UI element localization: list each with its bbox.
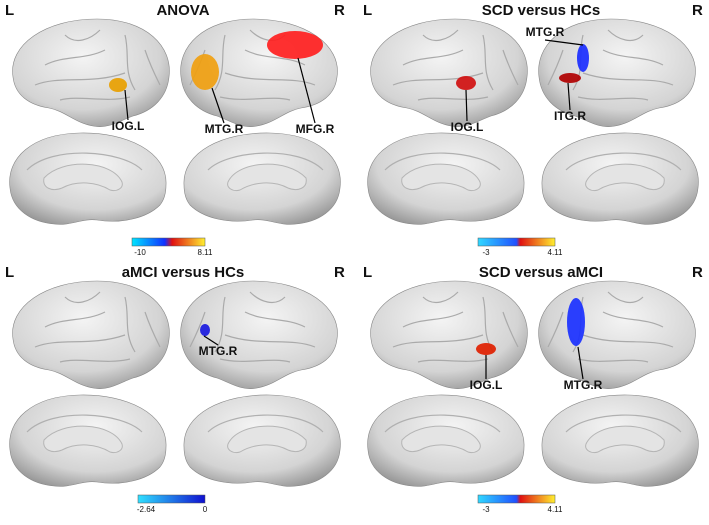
brain-right-medial — [183, 132, 342, 225]
activation-cluster — [577, 44, 589, 72]
colorbar-min: -3 — [482, 505, 490, 514]
colorbar-max: 8.11 — [198, 248, 214, 257]
brain-left-medial — [8, 394, 167, 487]
leader-line — [124, 89, 129, 121]
brain-left-lateral — [369, 18, 529, 128]
hemisphere-label: R — [692, 264, 703, 281]
region-label: MTG.R — [205, 122, 244, 136]
hemisphere-label: L — [5, 264, 14, 281]
region-label: MTG.R — [199, 344, 238, 358]
region-label: MTG.R — [564, 378, 603, 392]
region-label: MTG.R — [526, 25, 565, 39]
colorbar-min: -10 — [134, 248, 146, 257]
region-label: IOG.L — [112, 119, 145, 133]
activation-cluster — [109, 78, 127, 92]
brain-left-medial — [366, 132, 525, 225]
brain-right-lateral — [537, 280, 697, 390]
activation-cluster — [567, 298, 585, 346]
brain-right-medial — [541, 132, 700, 225]
panel: SCD versus aMCI L R IOG.L MTG.R -3 4.11 — [363, 264, 703, 514]
brain-right-medial — [183, 394, 342, 487]
colorbar-max: 4.11 — [548, 505, 564, 514]
activation-cluster — [476, 343, 496, 355]
panel: ANOVA L R IOG.L MTG.R MFG.R -10 8.11 — [5, 2, 345, 257]
brain-right-medial — [541, 394, 700, 487]
activation-cluster — [191, 54, 219, 90]
leader-line — [203, 335, 219, 346]
leader-line — [297, 57, 316, 124]
panel-title: SCD versus HCs — [482, 2, 600, 19]
colorbar-min: -2.64 — [137, 505, 156, 514]
region-label: IOG.L — [470, 378, 503, 392]
leader-line — [544, 39, 584, 46]
colorbar — [477, 494, 556, 504]
colorbar — [477, 237, 556, 247]
hemisphere-label: R — [334, 264, 345, 281]
activation-cluster — [200, 324, 210, 336]
brain-left-lateral — [11, 280, 171, 390]
panel: SCD versus HCs L R MTG.R IOG.L ITG.R -3 4.11 — [363, 2, 703, 257]
hemisphere-label: R — [692, 2, 703, 19]
brain-left-lateral — [369, 280, 529, 390]
brain-left-lateral — [11, 18, 171, 128]
colorbar — [137, 494, 206, 504]
region-label: ITG.R — [554, 109, 586, 123]
hemisphere-label: L — [363, 2, 372, 19]
leader-line — [567, 82, 571, 111]
hemisphere-label: R — [334, 2, 345, 19]
panel: aMCI versus HCs L R MTG.R -2.64 0 — [5, 264, 345, 514]
activation-cluster — [267, 31, 323, 59]
region-label: IOG.L — [451, 120, 484, 134]
panel-title: SCD versus aMCI — [479, 264, 603, 281]
leader-line — [465, 89, 468, 122]
colorbar-max: 0 — [203, 505, 208, 514]
panel-title: aMCI versus HCs — [122, 264, 245, 281]
hemisphere-label: L — [363, 264, 372, 281]
leader-line — [211, 87, 225, 124]
activation-cluster — [559, 73, 581, 83]
colorbar — [131, 237, 206, 247]
colorbar-min: -3 — [482, 248, 490, 257]
hemisphere-label: L — [5, 2, 14, 19]
brain-left-medial — [8, 132, 167, 225]
brain-left-medial — [366, 394, 525, 487]
activation-cluster — [456, 76, 476, 90]
region-label: MFG.R — [296, 122, 335, 136]
leader-line — [577, 346, 584, 380]
colorbar-max: 4.11 — [548, 248, 564, 257]
panel-title: ANOVA — [156, 2, 209, 19]
